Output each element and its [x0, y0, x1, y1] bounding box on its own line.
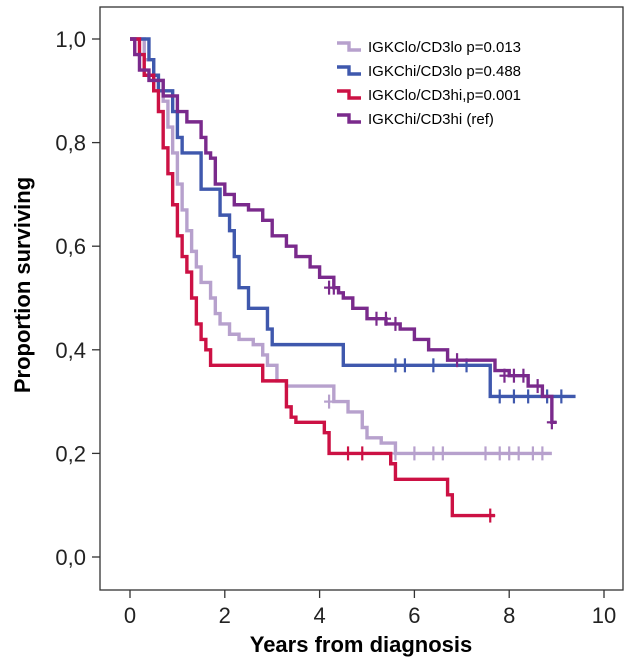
censor-mark — [518, 368, 529, 383]
legend-label: IGKClo/CD3lo p=0.013 — [368, 39, 521, 56]
censor-mark — [494, 446, 505, 461]
censor-mark — [480, 446, 491, 461]
censor-mark — [508, 368, 519, 383]
series-group — [130, 37, 496, 523]
x-axis-title: Years from diagnosis — [250, 632, 473, 657]
legend-label: IGKClo/CD3hi,p=0.001 — [368, 87, 521, 104]
censor-mark — [409, 446, 420, 461]
censor-mark — [485, 508, 496, 523]
censor-mark — [504, 446, 515, 461]
legend-swatch — [337, 89, 361, 100]
x-tick-label: 10 — [592, 603, 616, 628]
legend-item: IGKChi/CD3lo p=0.488 — [337, 63, 521, 80]
censor-mark — [428, 446, 439, 461]
censor-mark — [527, 446, 538, 461]
series-line — [130, 37, 576, 399]
censor-mark — [343, 446, 354, 461]
censor-mark — [513, 446, 524, 461]
y-tick-label: 0,0 — [55, 545, 86, 570]
x-tick-label: 2 — [219, 603, 231, 628]
legend-label: IGKChi/CD3hi (ref) — [368, 111, 494, 128]
censor-mark — [546, 415, 557, 430]
censor-mark — [324, 394, 335, 409]
censor-mark — [428, 358, 439, 373]
legend-label: IGKChi/CD3lo p=0.488 — [368, 63, 521, 80]
legend-swatch — [337, 41, 361, 52]
y-axis-title: Proportion surviving — [10, 177, 35, 393]
censor-mark — [532, 379, 543, 394]
legend-item: IGKClo/CD3lo p=0.013 — [337, 39, 521, 56]
y-tick-label: 1,0 — [55, 27, 86, 52]
y-tick-label: 0,6 — [55, 234, 86, 259]
censor-mark — [380, 311, 391, 326]
legend-item: IGKChi/CD3hi (ref) — [337, 111, 494, 128]
y-tick-label: 0,2 — [55, 441, 86, 466]
censor-mark — [508, 389, 519, 404]
censor-mark — [523, 389, 534, 404]
censor-mark — [390, 316, 401, 331]
y-tick-label: 0,4 — [55, 338, 86, 363]
x-tick-label: 0 — [124, 603, 136, 628]
legend: IGKClo/CD3lo p=0.013 IGKChi/CD3lo p=0.488… — [337, 39, 521, 128]
legend-swatch — [337, 113, 361, 124]
censor-mark — [371, 311, 382, 326]
axes: 0 2 4 6 8 10 0,0 0,2 0,4 0,6 0,8 1,0 — [55, 27, 616, 628]
censor-mark — [556, 389, 567, 404]
y-tick-label: 0,8 — [55, 131, 86, 156]
censor-mark — [494, 389, 505, 404]
censor-mark — [437, 446, 448, 461]
x-tick-label: 4 — [313, 603, 325, 628]
censor-mark — [452, 353, 463, 368]
legend-swatch — [337, 65, 361, 76]
censor-mark — [328, 280, 339, 295]
censor-mark — [390, 358, 401, 373]
legend-item: IGKClo/CD3hi,p=0.001 — [337, 87, 521, 104]
x-tick-label: 8 — [503, 603, 515, 628]
censor-mark — [537, 446, 548, 461]
censor-mark — [399, 358, 410, 373]
x-tick-label: 6 — [408, 603, 420, 628]
plot-frame — [99, 6, 624, 591]
censor-mark — [357, 446, 368, 461]
series-layer — [130, 37, 576, 523]
series-line — [130, 37, 552, 456]
series-group — [130, 37, 557, 430]
series-group — [130, 37, 576, 404]
censor-mark — [499, 368, 510, 383]
